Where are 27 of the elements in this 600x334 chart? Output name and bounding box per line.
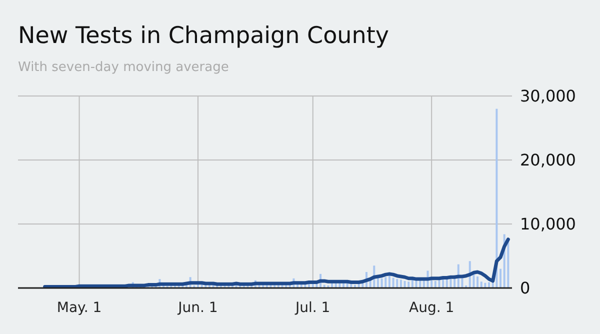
bar — [408, 282, 410, 288]
y-tick-label: 30,000 — [520, 86, 576, 106]
bar — [500, 268, 502, 288]
bar — [380, 278, 383, 288]
bar — [450, 279, 452, 288]
chart-title: New Tests in Champaign County — [18, 23, 389, 49]
chart-subtitle: With seven-day moving average — [18, 60, 229, 75]
bar — [400, 280, 402, 288]
x-tick-label: Jun. 1 — [177, 300, 218, 316]
bar — [396, 279, 398, 288]
bar — [392, 278, 394, 288]
bar — [388, 275, 390, 288]
bar — [384, 277, 387, 288]
bar — [488, 282, 490, 288]
bar — [350, 284, 352, 288]
x-tick-label: Aug. 1 — [409, 300, 454, 316]
y-tick-label: 0 — [520, 278, 530, 298]
line-series — [43, 238, 510, 288]
bar — [480, 282, 482, 288]
x-tick-label: May. 1 — [56, 300, 102, 316]
bar — [434, 280, 436, 288]
bar — [404, 280, 406, 288]
bar — [496, 108, 498, 288]
y-tick-label: 20,000 — [520, 150, 576, 170]
bar — [476, 276, 479, 288]
y-tick-label: 10,000 — [520, 214, 576, 234]
x-tick-label: Jul. 1 — [294, 300, 330, 316]
